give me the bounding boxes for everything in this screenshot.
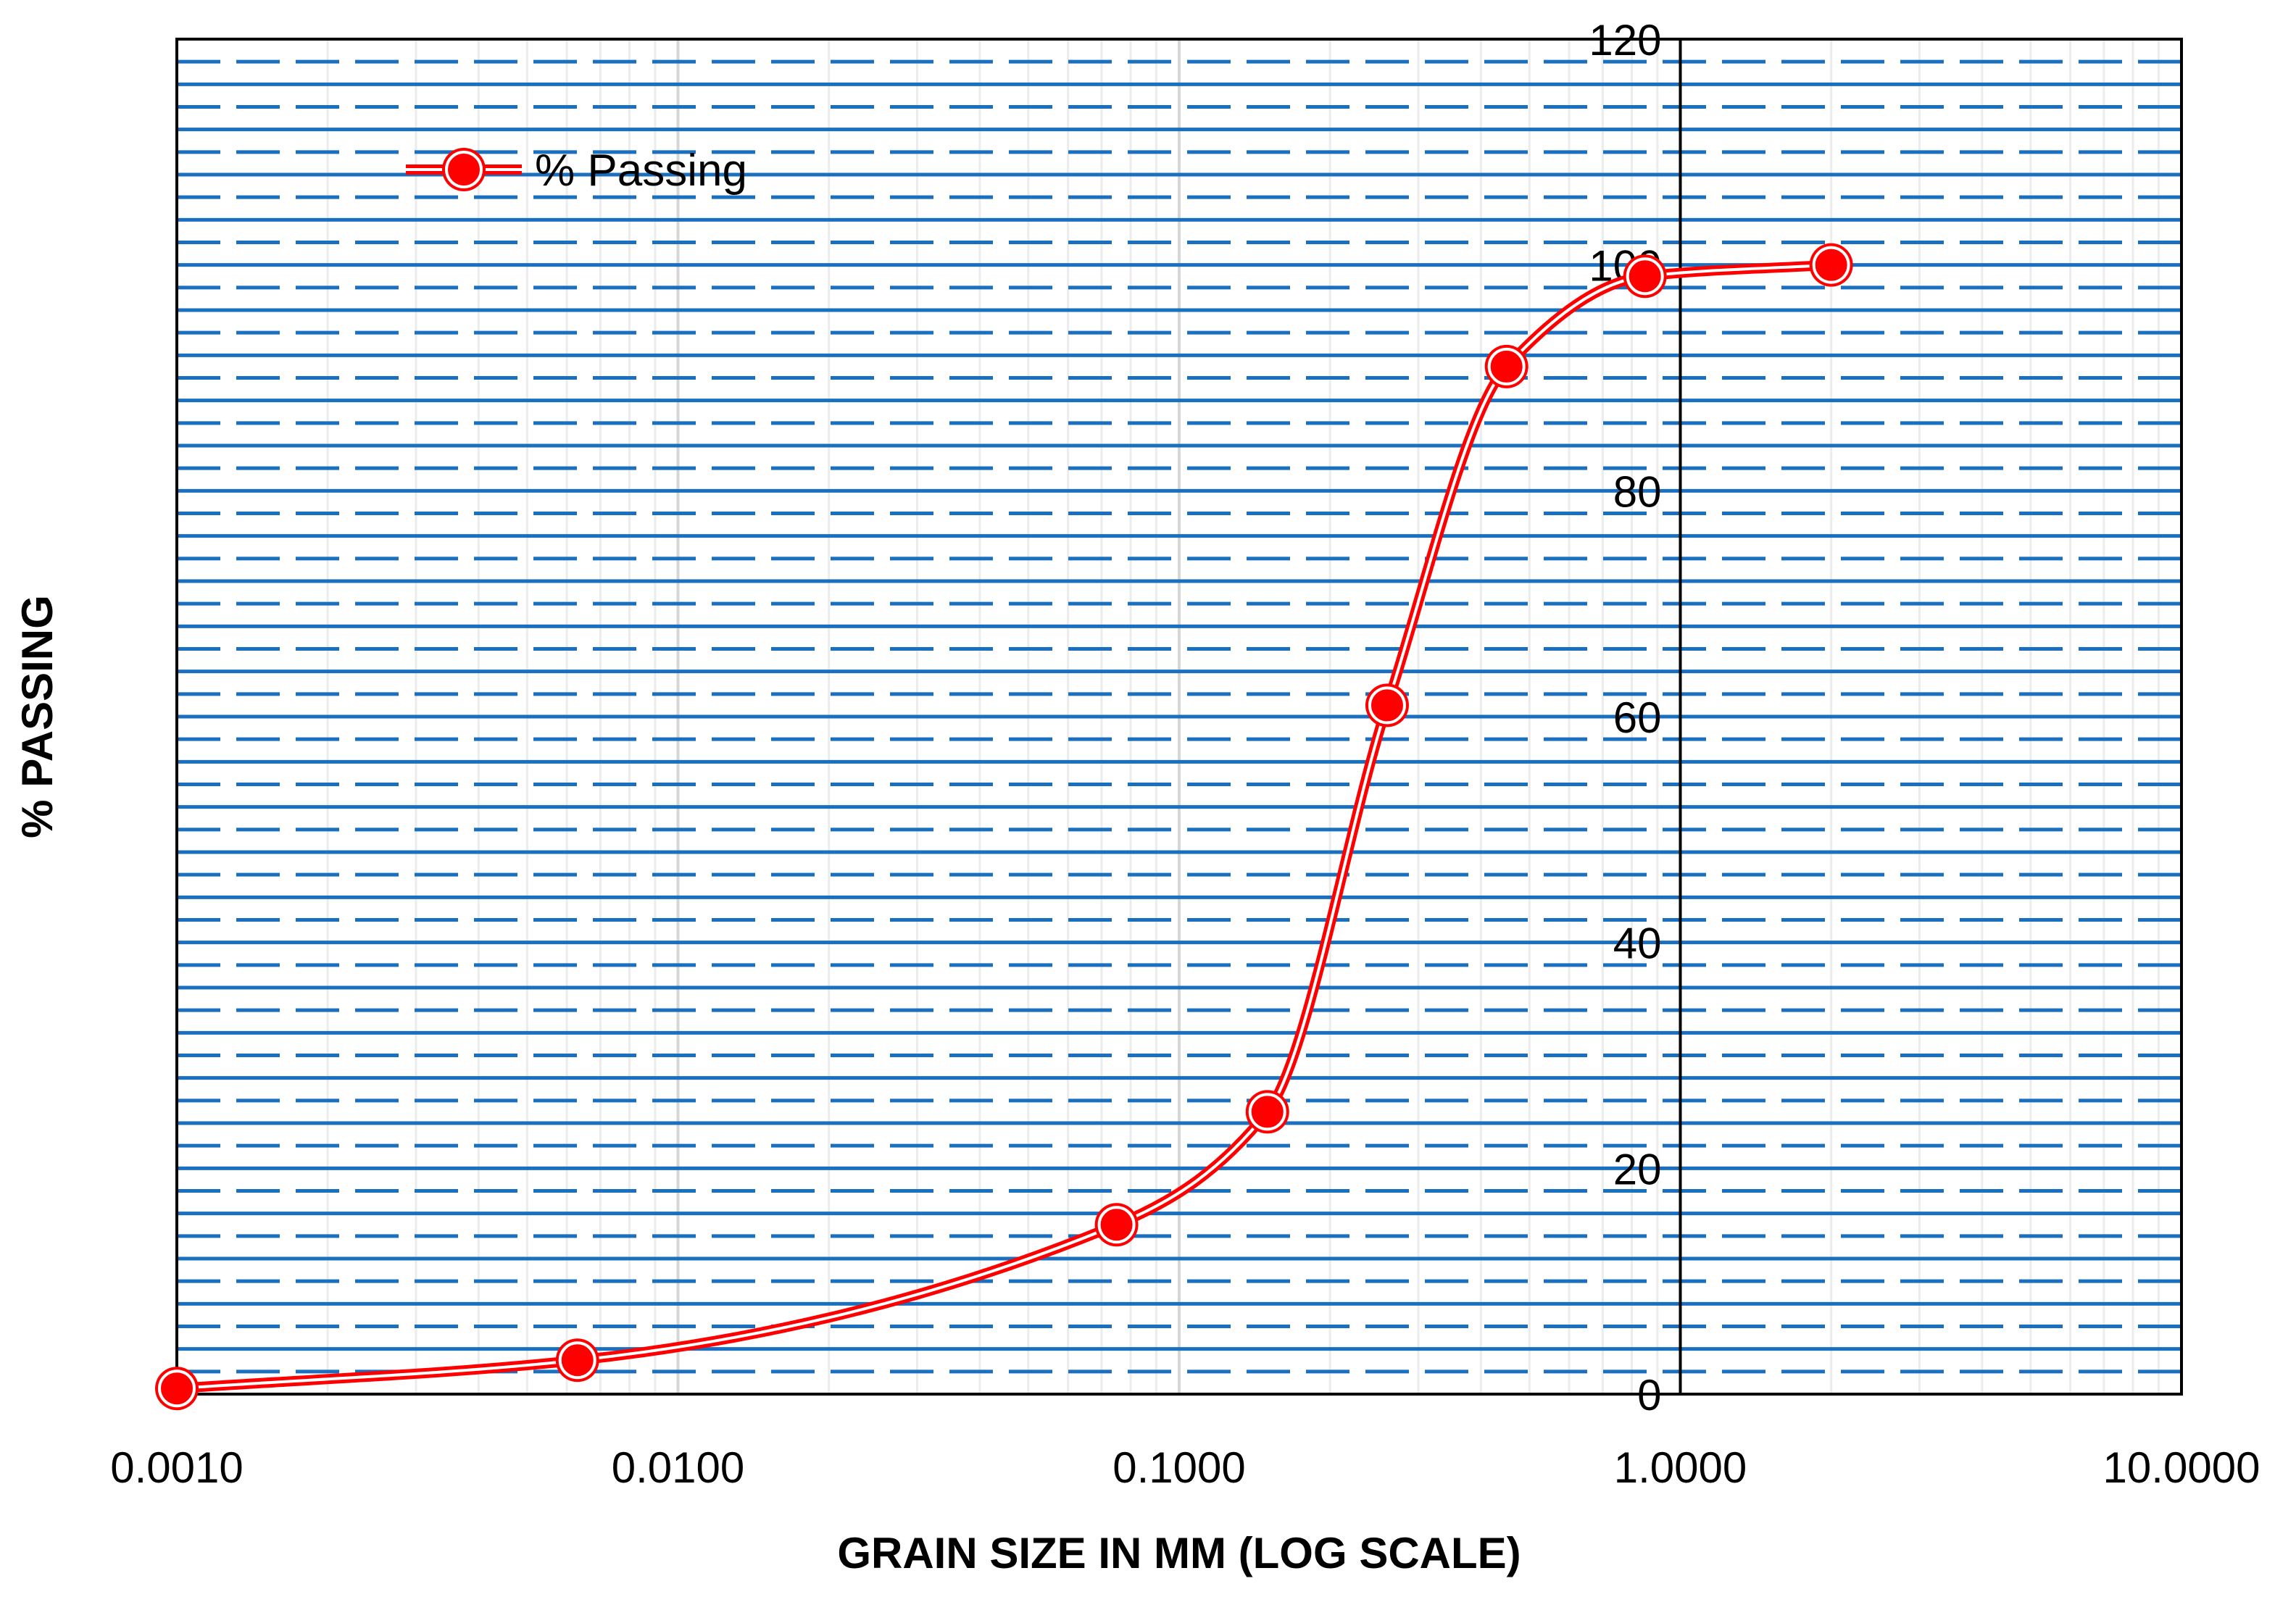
data-point-outer — [1245, 1090, 1289, 1134]
data-point-outer — [1094, 1203, 1139, 1247]
data-point-ring — [158, 1369, 196, 1408]
data-point-outer — [1809, 243, 1853, 287]
series-line-inner — [176, 263, 1831, 1390]
y-tick-label: 20 — [1613, 1145, 1662, 1193]
data-point-outer — [1365, 683, 1409, 727]
x-axis-title: GRAIN SIZE IN MM (LOG SCALE) — [837, 1529, 1521, 1577]
data-point-ring — [1248, 1093, 1286, 1131]
data-point-outer — [1623, 254, 1667, 299]
legend: % Passing — [406, 146, 747, 196]
y-axis-title: % PASSING — [13, 595, 62, 838]
data-point-ring — [558, 1341, 596, 1380]
data-point-outer — [155, 1367, 199, 1411]
x-tick-label: 0.1000 — [1112, 1443, 1246, 1492]
data-point-ring — [1097, 1206, 1136, 1244]
x-tick-label: 1.0000 — [1614, 1443, 1747, 1492]
data-point-ring — [1626, 257, 1664, 296]
x-tick-label: 0.0100 — [612, 1443, 745, 1492]
data-point-ring — [1487, 347, 1526, 385]
legend-label: % Passing — [535, 146, 747, 196]
plot-area-frame — [175, 38, 2183, 1396]
x-tick-label: 10.0000 — [2103, 1443, 2260, 1492]
legend-marker — [442, 148, 486, 191]
y-tick-label: 120 — [1589, 16, 1661, 64]
series-line-outer — [176, 259, 1832, 1394]
y-tick-label: 40 — [1613, 920, 1662, 968]
data-point-outer — [555, 1338, 599, 1383]
x-tick-labels: 0.0010 0.0100 0.1000 1.0000 10.0000 — [110, 1443, 2260, 1492]
data-point-ring — [1368, 686, 1406, 725]
series-layer — [155, 243, 1853, 1411]
data-point-ring — [1812, 246, 1850, 284]
y-tick-label: 80 — [1613, 467, 1662, 516]
x-tick-label: 0.0010 — [110, 1443, 244, 1492]
data-point-outer — [1484, 344, 1528, 388]
y-tick-label: 0 — [1637, 1371, 1661, 1419]
grid-horizontal — [177, 59, 2181, 1374]
y-tick-label: 60 — [1613, 693, 1662, 742]
legend-marker-ring — [445, 151, 483, 188]
